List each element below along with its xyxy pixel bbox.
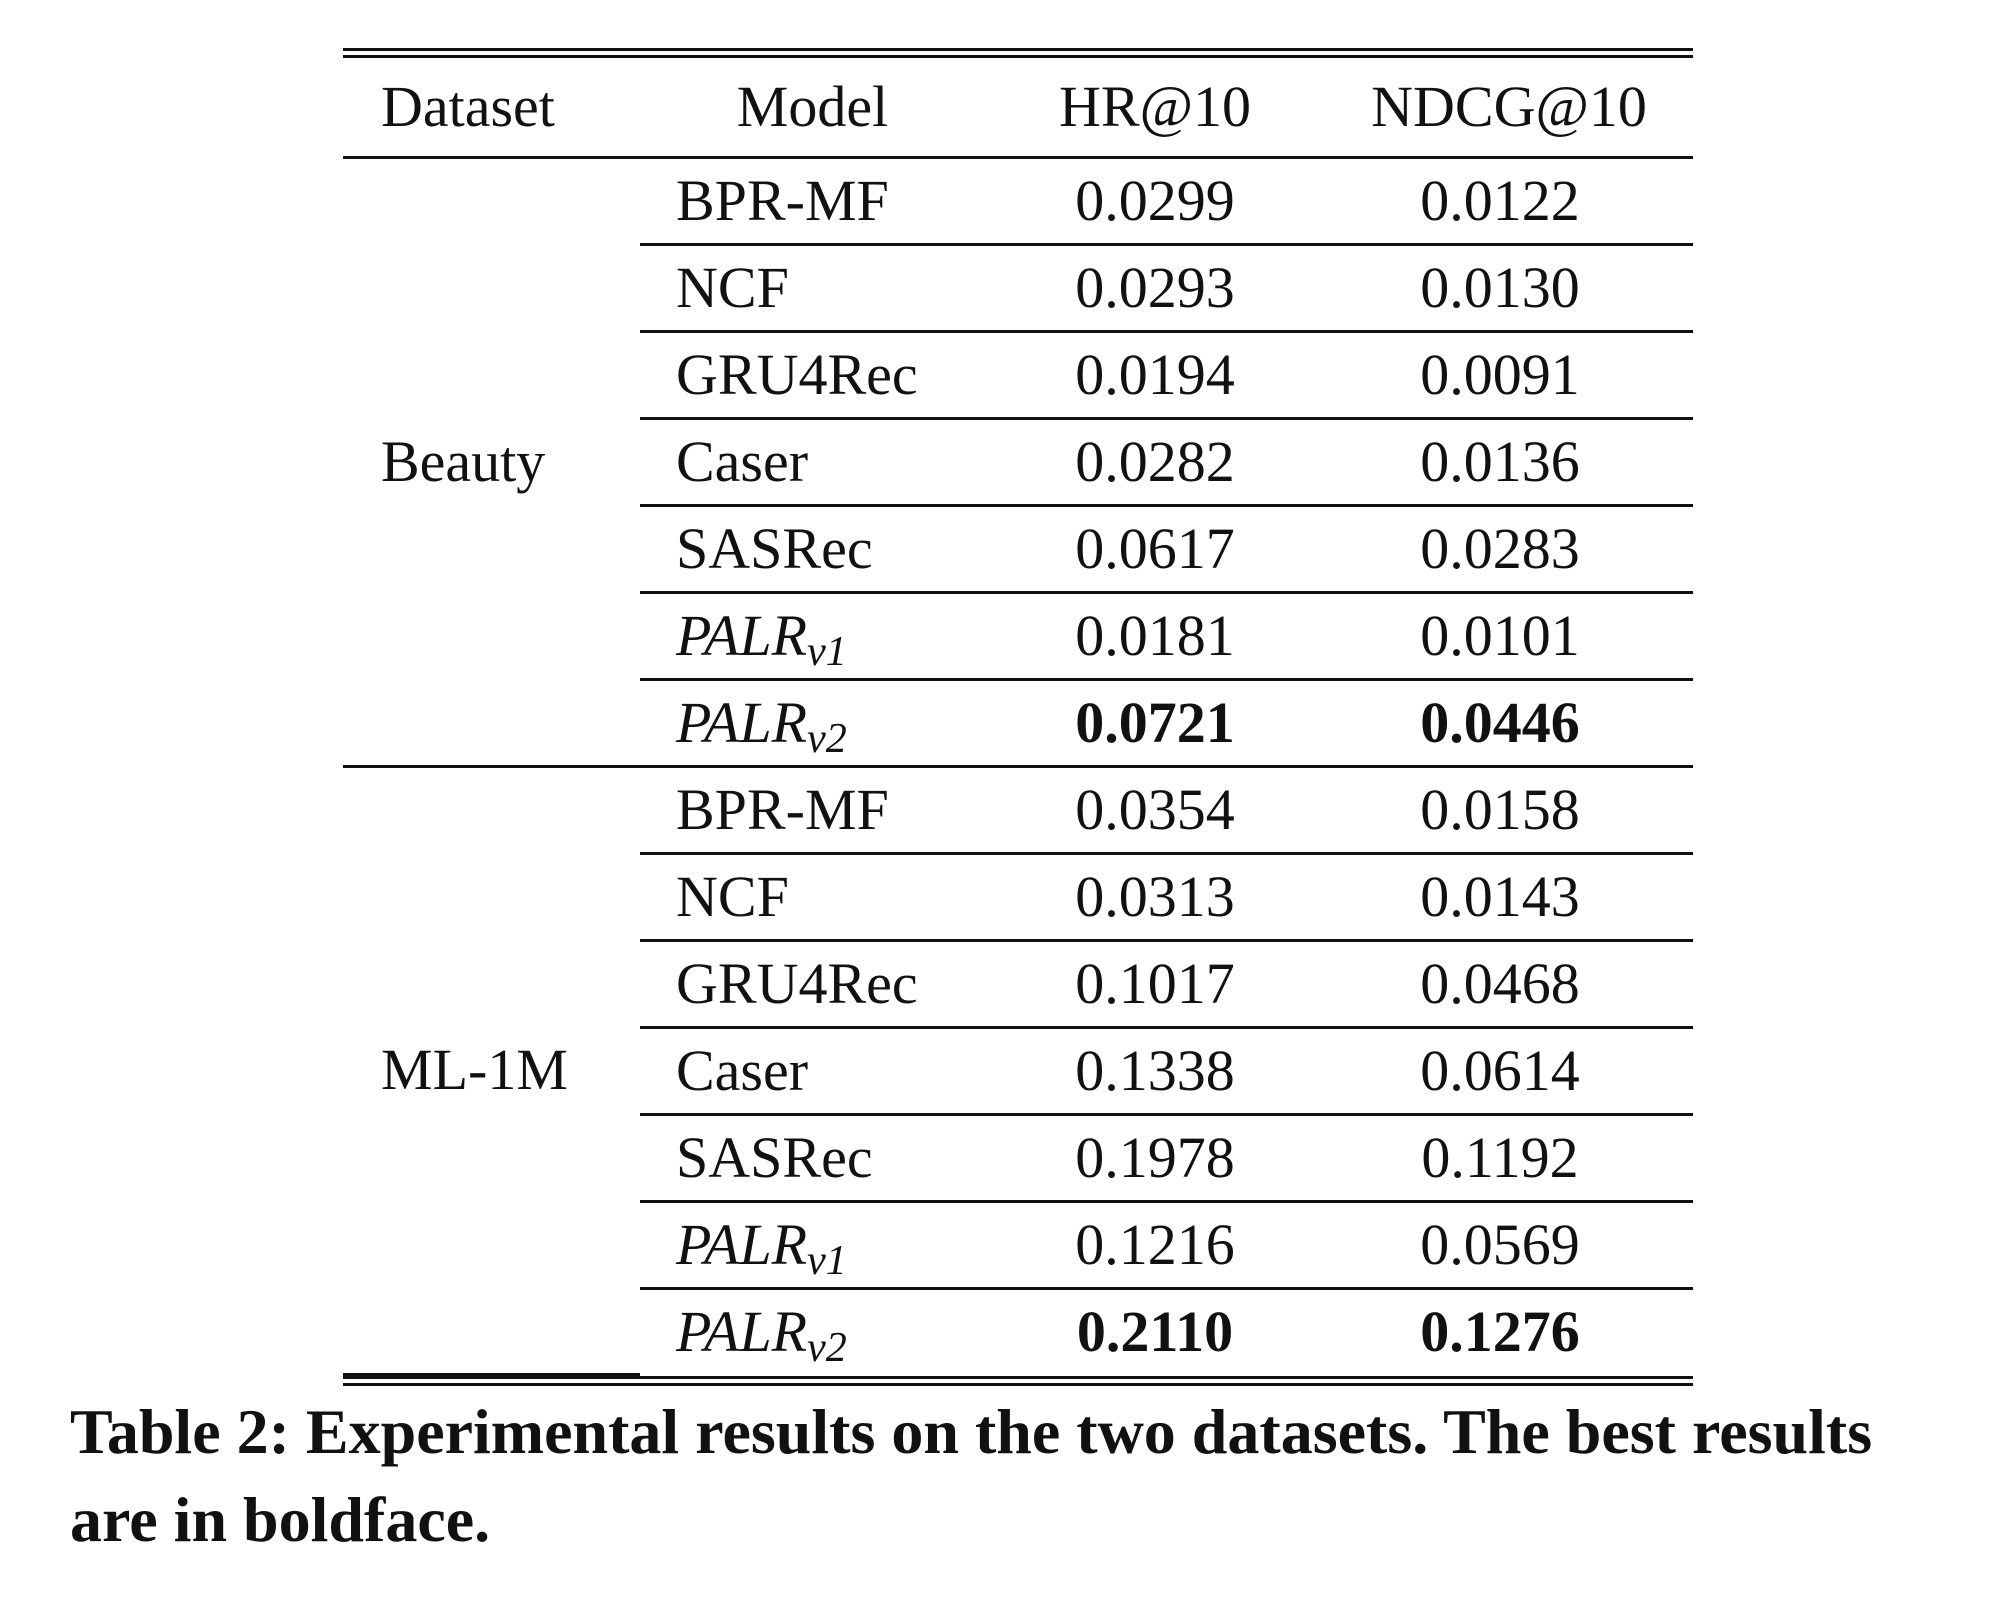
model-version-subscript: v1 <box>807 629 847 675</box>
ndcg10-value: 0.1276 <box>1420 1299 1580 1364</box>
model-name: PALR <box>676 603 808 668</box>
table-caption: Table 2: Experimental results on the two… <box>70 1396 1873 1555</box>
hr10-value: 0.1017 <box>985 940 1325 1029</box>
ndcg10-value: 0.0143 <box>1325 853 1693 942</box>
table-top-rule <box>343 48 1693 58</box>
model-cell: NCF <box>640 853 985 942</box>
model-name: Caser <box>676 1038 809 1103</box>
model-name: PALR <box>676 1299 808 1364</box>
model-version-subscript: v1 <box>807 1238 847 1284</box>
model-name: BPR-MF <box>676 168 889 233</box>
model-cell: NCF <box>640 244 985 333</box>
model-name: GRU4Rec <box>676 951 918 1016</box>
table-row: GRU4Rec 0.1017 0.0468 <box>343 940 1693 1029</box>
table-row: Beauty BPR-MF 0.0299 0.0122 <box>343 157 1693 768</box>
ndcg10-value: 0.0101 <box>1325 592 1693 681</box>
table-row: SASRec 0.0617 0.0283 <box>343 505 1693 594</box>
model-cell: PALRv2 <box>640 679 985 768</box>
header-model: Model <box>640 58 985 159</box>
hr10-value: 0.1978 <box>985 1114 1325 1203</box>
hr10-value: 0.0617 <box>985 505 1325 594</box>
model-cell: Caser <box>640 1027 985 1116</box>
table-row: PALRv1 0.1216 0.0569 <box>343 1201 1693 1290</box>
model-name: NCF <box>676 864 789 929</box>
hr10-value: 0.0181 <box>985 592 1325 681</box>
model-cell: SASRec <box>640 505 985 594</box>
hr10-value: 0.0299 <box>985 157 1325 246</box>
model-cell: SASRec <box>640 1114 985 1203</box>
ndcg10-value: 0.0446 <box>1325 679 1693 768</box>
model-name: PALR <box>676 1212 808 1277</box>
model-name: NCF <box>676 255 789 320</box>
ndcg10-value: 0.0122 <box>1325 157 1693 246</box>
model-name: PALR <box>676 690 808 755</box>
model-cell: GRU4Rec <box>640 940 985 1029</box>
model-cell: PALRv1 <box>640 1201 985 1290</box>
ndcg10-value: 0.0283 <box>1325 505 1693 594</box>
table-body: Beauty BPR-MF 0.0299 0.0122 NCF 0.0293 0.0130 G… <box>343 157 1693 1376</box>
hr10-value: 0.0282 <box>985 418 1325 507</box>
table-row: NCF 0.0293 0.0130 <box>343 244 1693 333</box>
hr10-value: 0.1338 <box>985 1027 1325 1116</box>
ndcg10-value: 0.0130 <box>1325 244 1693 333</box>
hr10-value: 0.0721 <box>985 679 1325 768</box>
header-hr10: HR@10 <box>985 58 1325 159</box>
header-ndcg10: NDCG@10 <box>1325 58 1693 159</box>
model-cell: PALRv2 <box>640 1289 985 1375</box>
table-row: PALRv1 0.0181 0.0101 <box>343 592 1693 681</box>
table-bottom-rule <box>343 1375 1693 1386</box>
dataset-cell: Beauty <box>343 157 640 768</box>
ndcg10-value: 0.0468 <box>1325 940 1693 1029</box>
ndcg10-value: 0.0136 <box>1325 418 1693 507</box>
hr10-value: 0.0313 <box>985 853 1325 942</box>
hr10-value: 0.2110 <box>1076 1299 1234 1364</box>
results-table: Dataset Model HR@10 NDCG@10 Beauty BPR-MF… <box>343 58 1693 1376</box>
model-cell: BPR-MF <box>640 157 985 246</box>
results-table-container: Dataset Model HR@10 NDCG@10 Beauty BPR-MF… <box>343 48 1693 1386</box>
model-name: SASRec <box>676 1125 873 1190</box>
table-row: PALRv2 0.0721 0.0446 <box>343 679 1693 768</box>
ndcg10-value: 0.0158 <box>1325 766 1693 855</box>
table-row: Caser 0.1338 0.0614 <box>343 1027 1693 1116</box>
hr10-value: 0.1216 <box>985 1201 1325 1290</box>
model-cell: Caser <box>640 418 985 507</box>
model-name: Caser <box>676 429 809 494</box>
ndcg10-value: 0.0569 <box>1325 1201 1693 1290</box>
model-cell: BPR-MF <box>640 766 985 855</box>
hr10-value: 0.0293 <box>985 244 1325 333</box>
model-name: SASRec <box>676 516 873 581</box>
table-row: NCF 0.0313 0.0143 <box>343 853 1693 942</box>
model-version-subscript: v2 <box>807 1325 847 1371</box>
table-row: GRU4Rec 0.0194 0.0091 <box>343 331 1693 420</box>
table-header: Dataset Model HR@10 NDCG@10 <box>343 58 1693 159</box>
hr10-value: 0.0354 <box>985 766 1325 855</box>
table-row: Caser 0.0282 0.0136 <box>343 418 1693 507</box>
header-row: Dataset Model HR@10 NDCG@10 <box>343 58 1693 159</box>
ndcg10-value: 0.0614 <box>1325 1027 1693 1116</box>
model-name: BPR-MF <box>676 777 889 842</box>
dataset-cell: ML-1M <box>343 766 640 1376</box>
model-cell: PALRv1 <box>640 592 985 681</box>
table-row: ML-1M BPR-MF 0.0354 0.0158 <box>343 766 1693 1376</box>
table-row: SASRec 0.1978 0.1192 <box>343 1114 1693 1203</box>
hr10-value: 0.0194 <box>985 331 1325 420</box>
model-version-subscript: v2 <box>807 716 847 762</box>
ndcg10-value: 0.0091 <box>1325 331 1693 420</box>
model-cell: GRU4Rec <box>640 331 985 420</box>
model-name: GRU4Rec <box>676 342 918 407</box>
ndcg10-value: 0.1192 <box>1325 1114 1693 1203</box>
table-row: PALRv2 0.2110 0.1276 <box>343 1289 1693 1375</box>
header-dataset: Dataset <box>343 58 640 159</box>
